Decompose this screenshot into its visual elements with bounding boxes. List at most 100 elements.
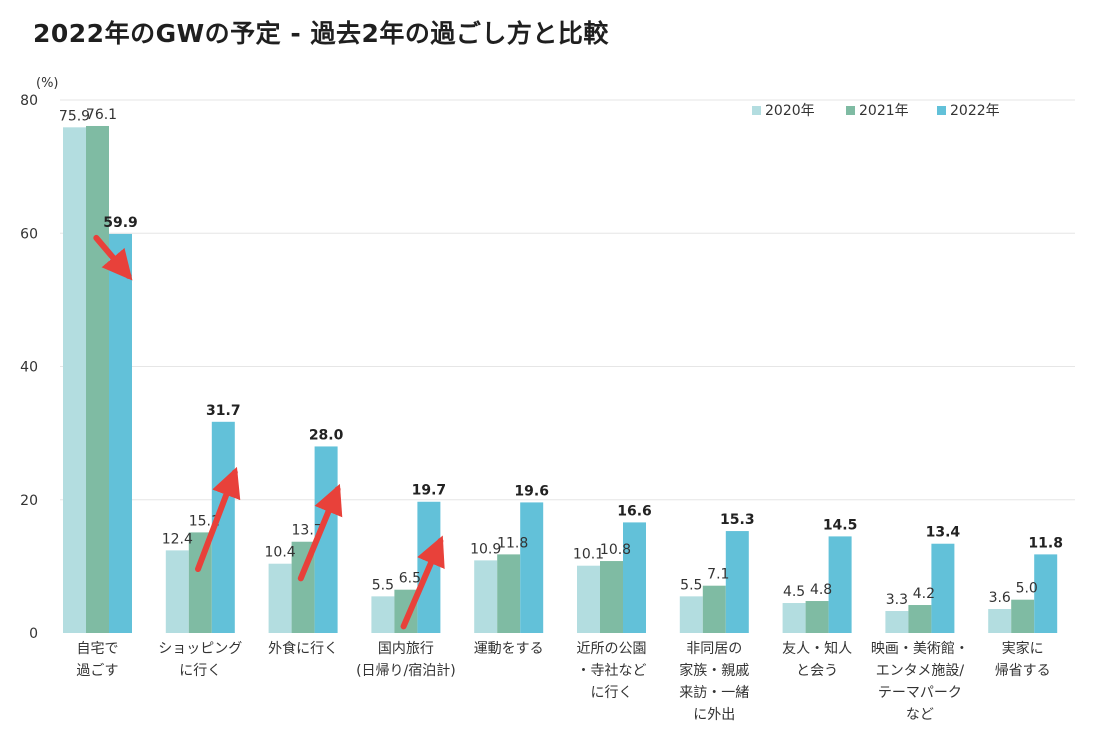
bar-2021年-1 xyxy=(188,532,212,633)
category-label: 過ごす xyxy=(76,663,118,679)
category-label: ショッピング xyxy=(158,641,242,657)
category-label: に外出 xyxy=(693,707,735,723)
data-label: 31.7 xyxy=(206,403,241,419)
bar-2022年-8 xyxy=(931,543,955,633)
bar-2020年-7 xyxy=(782,603,806,633)
bar-2022年-9 xyxy=(1034,554,1058,633)
data-label: 13.7 xyxy=(292,523,323,539)
bar-2020年-9 xyxy=(988,609,1012,633)
bar-2021年-5 xyxy=(600,561,623,633)
data-label: 16.6 xyxy=(617,503,652,519)
legend-swatch xyxy=(846,106,855,115)
data-labels: 75.9 12.4 10.4 5.5 10.9 10.1 5.5 4.5 3.3 3.6 76.1 1… xyxy=(59,107,1063,608)
data-label: 6.5 xyxy=(399,571,421,587)
data-label: 7.1 xyxy=(707,567,729,583)
bar-2020年-2 xyxy=(268,563,292,633)
y-axis-unit: (%) xyxy=(36,76,59,91)
category-label: ・寺社など xyxy=(577,663,647,679)
data-label: 10.1 xyxy=(573,547,604,563)
category-label: (日帰り/宿泊計) xyxy=(356,662,456,679)
category-label: に行く xyxy=(179,663,221,679)
bar-2021年-9 xyxy=(1011,599,1035,633)
bar-2022年-5 xyxy=(623,522,646,633)
category-label: と会う xyxy=(796,663,838,679)
bar-2022年-4 xyxy=(520,502,544,633)
category-label: 実家に xyxy=(1002,640,1044,657)
data-label: 5.5 xyxy=(372,577,394,593)
legend-swatch xyxy=(937,106,946,115)
legend: 2020年 2021年 2022年 xyxy=(752,103,1000,119)
data-label: 4.5 xyxy=(783,584,805,600)
bar-2020年-0 xyxy=(63,127,86,633)
data-label: 3.6 xyxy=(989,590,1011,606)
data-label: 14.5 xyxy=(823,517,858,533)
category-label: 家族・親戚 xyxy=(679,662,749,679)
trend-arrow-up xyxy=(297,483,343,582)
bar-2022年-6 xyxy=(725,531,749,633)
y-axis: 0 20 40 60 80 xyxy=(20,93,38,642)
category-label: 映画・美術館・ xyxy=(871,640,969,657)
category-label: に行く xyxy=(591,685,633,701)
legend-label: 2021年 xyxy=(859,103,909,119)
bar-2020年-5 xyxy=(577,565,600,633)
category-label: 運動をする xyxy=(474,641,544,657)
bar-2020年-6 xyxy=(679,596,703,633)
bar-2020年-4 xyxy=(474,560,498,633)
bar-2020年-3 xyxy=(371,596,395,633)
bar-2020年-8 xyxy=(885,611,909,633)
bar-2022年-0 xyxy=(109,233,132,633)
data-label: 19.6 xyxy=(514,483,549,499)
bars xyxy=(63,125,1058,633)
bar-2020年-1 xyxy=(165,550,189,633)
data-label: 5.5 xyxy=(680,577,702,593)
data-label: 15.3 xyxy=(720,512,755,528)
category-label: 近所の公園 xyxy=(577,641,647,657)
data-label: 4.2 xyxy=(913,586,935,602)
y-tick-label: 60 xyxy=(20,226,38,242)
chart-title: 2022年のGWの予定 - 過去2年の過ごし方と比較 xyxy=(33,19,609,48)
y-tick-label: 20 xyxy=(20,493,38,509)
bar-2021年-6 xyxy=(702,585,726,633)
data-label: 10.9 xyxy=(470,541,501,557)
data-label: 75.9 xyxy=(59,108,90,124)
data-label: 10.8 xyxy=(600,542,631,558)
category-label: 非同居の xyxy=(686,641,742,657)
data-label: 76.1 xyxy=(86,107,117,123)
category-label: 国内旅行 xyxy=(378,641,434,657)
data-label: 4.8 xyxy=(810,582,832,598)
y-tick-label: 80 xyxy=(20,93,38,109)
category-label: 友人・知人 xyxy=(782,640,852,657)
bar-2021年-8 xyxy=(908,605,932,633)
trend-arrow-down xyxy=(93,234,133,281)
category-label: 帰省する xyxy=(995,662,1051,679)
bar-2021年-4 xyxy=(497,554,521,633)
data-label: 12.4 xyxy=(162,531,193,547)
category-label: など xyxy=(906,707,934,723)
legend-label: 2022年 xyxy=(950,103,1000,119)
data-label: 19.7 xyxy=(412,483,447,499)
legend-label: 2020年 xyxy=(765,103,815,119)
data-label: 28.0 xyxy=(309,427,344,443)
category-label: テーマパーク xyxy=(878,685,962,701)
trend-arrow-up xyxy=(195,466,241,573)
bar-2021年-0 xyxy=(86,125,109,633)
data-label: 5.0 xyxy=(1016,581,1038,597)
trend-arrow-up xyxy=(400,535,445,630)
y-tick-label: 0 xyxy=(29,626,38,642)
data-label: 11.8 xyxy=(497,535,528,551)
bar-2021年-7 xyxy=(805,601,829,633)
data-label: 3.3 xyxy=(886,592,908,608)
category-label: 自宅で xyxy=(77,641,119,657)
data-label: 10.4 xyxy=(265,545,296,561)
data-label: 59.9 xyxy=(103,215,138,231)
bar-2022年-7 xyxy=(828,536,852,633)
y-tick-label: 40 xyxy=(20,360,38,376)
data-label: 13.4 xyxy=(926,525,961,541)
category-label: エンタメ施設/ xyxy=(876,663,965,679)
category-label: 来訪・一緒 xyxy=(679,685,749,701)
legend-swatch xyxy=(752,106,761,115)
category-label: 外食に行く xyxy=(268,640,338,657)
data-label: 11.8 xyxy=(1028,535,1063,551)
